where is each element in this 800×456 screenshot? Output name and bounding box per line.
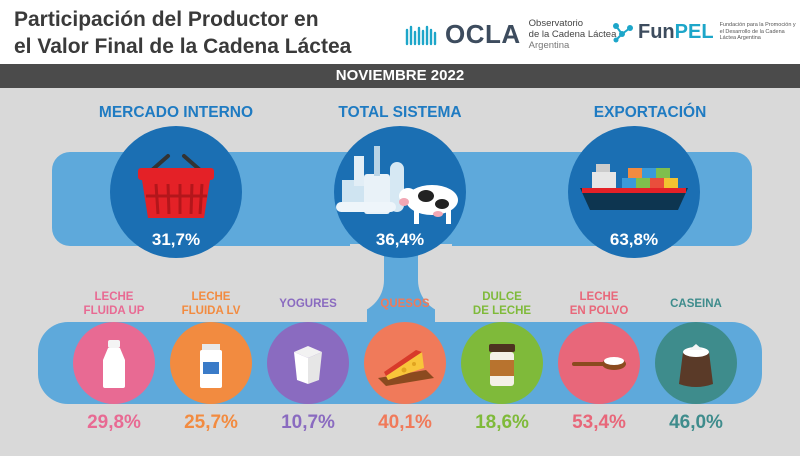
network-icon — [613, 23, 633, 43]
product-label-line-2: DE LECHE — [472, 305, 532, 317]
product-circle-leche-fluida-lv — [170, 322, 252, 404]
product-circle-quesos — [364, 322, 446, 404]
cargo-ship-icon — [580, 164, 688, 210]
ocla-subtitle: Observatorio de la Cadena Láctea Argenti… — [529, 18, 617, 51]
funpel-name-b: PEL — [674, 20, 714, 43]
product-label-leche-fluida-lv: LECHE FLUIDA LV — [161, 290, 261, 318]
product-label-line-1: CASEINA — [670, 298, 722, 310]
casein-sack-icon — [679, 344, 713, 387]
title-line-2: el Valor Final de la Cadena Láctea — [14, 35, 352, 58]
funpel-name: FunPEL — [638, 21, 714, 44]
category-value-total-sistema: 36,4% — [375, 230, 425, 249]
funpel-name-a: Fun — [638, 20, 675, 43]
product-label-line-1: QUESOS — [380, 298, 430, 310]
dairy-plant-cow-icon — [336, 146, 458, 224]
product-label-line-1: LECHE — [579, 291, 619, 303]
product-label-caseina: CASEINA — [646, 297, 746, 311]
category-label-mercado-interno: MERCADO INTERNO — [98, 104, 254, 121]
product-circle-yogures — [267, 322, 349, 404]
product-label-yogures: YOGURES — [258, 297, 358, 311]
product-label-quesos: QUESOS — [355, 297, 455, 311]
yogurt-cup-icon — [294, 346, 322, 384]
product-value-dulce-de-leche: 18,6% — [475, 412, 529, 433]
dulce-jar-icon — [489, 344, 515, 386]
ocla-wave-icon — [405, 25, 437, 45]
product-circle-caseina — [655, 322, 737, 404]
product-label-line-2: FLUIDA LV — [181, 305, 241, 317]
ocla-name: OCLA — [445, 19, 521, 49]
ocla-sub-1: Observatorio — [528, 18, 584, 29]
product-value-caseina: 46,0% — [669, 412, 723, 433]
product-label-dulce-de-leche: DULCE DE LECHE — [452, 290, 552, 318]
product-value-yogures: 10,7% — [281, 412, 335, 433]
ocla-logo: OCLA Observatorio de la Cadena Láctea Ar… — [405, 18, 616, 51]
product-label-line-1: DULCE — [482, 291, 522, 303]
ocla-sub-2: de la Cadena Láctea — [528, 29, 617, 40]
product-value-leche-en-polvo: 53,4% — [572, 412, 626, 433]
category-circle-total-sistema: 36,4% — [334, 126, 466, 258]
product-label-line-1: LECHE — [94, 291, 134, 303]
product-label-leche-fluida-up: LECHE FLUIDA UP — [64, 290, 164, 318]
product-label-line-2: EN POLVO — [569, 305, 629, 317]
title-line-1: Participación del Productor en — [14, 8, 319, 31]
funpel-logo: FunPEL Fundación para la Promoción y el … — [610, 20, 800, 44]
product-circle-leche-fluida-up — [73, 322, 155, 404]
product-label-leche-en-polvo: LECHE EN POLVO — [549, 290, 649, 318]
milk-bottle-icon — [103, 340, 125, 388]
header: Participación del Productor en el Valor … — [0, 0, 800, 64]
category-circle-mercado-interno: 31,7% — [110, 126, 242, 258]
product-label-line-2: FLUIDA UP — [83, 305, 145, 317]
category-label-exportacion: EXPORTACIÓN — [593, 104, 707, 121]
category-label-total-sistema: TOTAL SISTEMA — [338, 104, 462, 121]
cheese-icon — [378, 350, 434, 386]
milk-carton-icon — [200, 344, 222, 388]
product-circle-dulce-de-leche — [461, 322, 543, 404]
product-label-line-1: YOGURES — [279, 298, 337, 310]
page-title: Participación del Productor en el Valor … — [14, 6, 374, 60]
product-value-leche-fluida-up: 29,8% — [87, 412, 141, 433]
product-label-line-1: LECHE — [191, 291, 231, 303]
product-circle-leche-en-polvo — [558, 322, 640, 404]
ocla-sub-3: Argentina — [528, 40, 570, 51]
category-value-exportacion: 63,8% — [609, 230, 659, 249]
category-value-mercado-interno: 31,7% — [151, 230, 201, 249]
basket-icon — [138, 154, 214, 218]
funpel-subtitle: Fundación para la Promoción y el Desarro… — [719, 22, 796, 42]
month-banner: NOVIEMBRE 2022 — [0, 64, 800, 88]
product-value-quesos: 40,1% — [378, 412, 432, 433]
category-circle-exportacion: 63,8% — [568, 126, 700, 258]
powder-spoon-icon — [572, 357, 626, 370]
product-value-leche-fluida-lv: 25,7% — [184, 412, 238, 433]
